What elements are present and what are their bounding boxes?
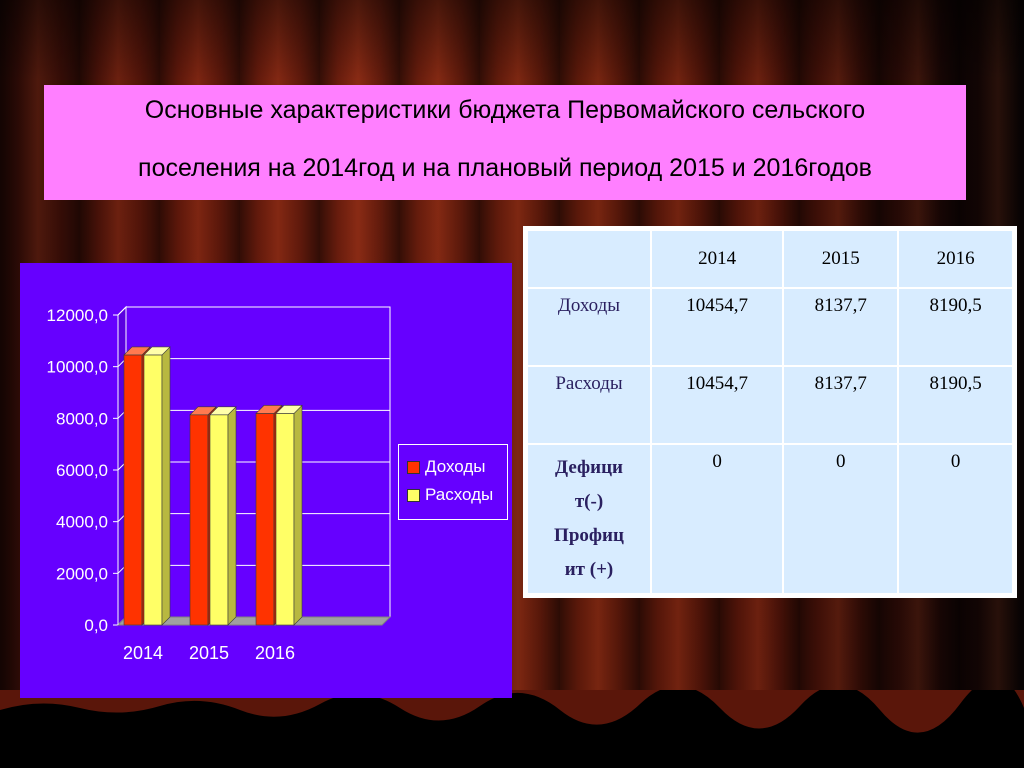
row-label-expenses: Расходы [526, 365, 652, 445]
bar-income-2016 [255, 413, 275, 626]
y-tick-label: 4000,0 [56, 513, 108, 532]
table-cell: 10454,7 [649, 287, 785, 367]
table-cell: 0 [897, 443, 1014, 595]
row-label-income: Доходы [526, 287, 652, 367]
bar-income-2014 [123, 354, 143, 626]
bar-side [161, 346, 171, 626]
x-tick-label: 2016 [255, 643, 295, 663]
table-header-2016: 2016 [897, 229, 1014, 289]
y-tick-label: 12000,0 [47, 306, 108, 325]
chart-gridline [117, 306, 390, 316]
bar-expenses-2015 [209, 414, 229, 626]
legend-swatch-income [407, 460, 420, 474]
bar-top [255, 405, 283, 414]
legend-item-expenses: Расходы [407, 481, 507, 509]
title-line-2: поселения на 2014год и на плановый перио… [138, 154, 872, 182]
bar-expenses-2016 [275, 413, 295, 626]
x-tick-label: 2014 [123, 643, 163, 663]
bar-top [275, 405, 303, 414]
y-tick-label: 8000,0 [56, 409, 108, 428]
table-header-2014: 2014 [649, 229, 785, 289]
row-label-deficit: Дефици т(-) Профиц ит (+) [526, 443, 652, 595]
title-box: Основные характеристики бюджета Первомай… [44, 85, 966, 200]
budget-table: 2014 2015 2016 Доходы 10454,7 8137,7 819… [523, 226, 1017, 598]
bar-side [293, 404, 303, 626]
y-tick-label: 2000,0 [56, 564, 108, 583]
chart-canvas: 0,0 2000,0 4000,0 6000,0 8000,0 10000,0 12000,… [47, 305, 392, 663]
bar-top [189, 406, 217, 416]
curtain-top-shade [0, 0, 1024, 80]
bar-income-2015 [189, 414, 209, 626]
table-cell: 0 [649, 443, 785, 595]
table-cell: 8190,5 [897, 365, 1014, 445]
deficit-label-line-3: Профиц [554, 525, 624, 546]
x-tick-label: 2015 [189, 643, 229, 663]
chart-legend: Доходы Расходы [398, 444, 508, 520]
bar-top [209, 406, 237, 416]
table-cell: 8137,7 [782, 287, 900, 367]
table-cell: 8190,5 [897, 287, 1014, 367]
title-line-1: Основные характеристики бюджета Первомай… [144, 96, 866, 124]
bar-top [123, 346, 151, 356]
deficit-label-line-1: Дефици [555, 457, 623, 478]
legend-swatch-expenses [407, 488, 420, 502]
bar-side [227, 406, 237, 626]
table-cell: 10454,7 [649, 365, 785, 445]
deficit-label-line-2: т(-) [574, 491, 604, 512]
table-cell: 0 [782, 443, 900, 595]
bar-expenses-2014 [143, 354, 163, 626]
legend-item-income: Доходы [407, 453, 507, 481]
bar-top [143, 346, 171, 356]
legend-label-expenses: Расходы [425, 485, 494, 504]
table-header-empty [526, 229, 652, 289]
legend-label-income: Доходы [425, 457, 486, 476]
table-row-income: Доходы 10454,7 8137,7 8190,5 [526, 287, 1014, 367]
table-header-row: 2014 2015 2016 [526, 229, 1014, 289]
y-tick-label: 10000,0 [47, 358, 108, 377]
table-row-expenses: Расходы 10454,7 8137,7 8190,5 [526, 365, 1014, 445]
deficit-label-line-4: ит (+) [564, 559, 614, 580]
budget-chart: 0,0 2000,0 4000,0 6000,0 8000,0 10000,0 12000,… [20, 263, 512, 698]
table-row-deficit: Дефици т(-) Профиц ит (+) 0 0 0 [526, 443, 1014, 595]
table-cell: 8137,7 [782, 365, 900, 445]
y-tick-label: 0,0 [84, 616, 108, 635]
curtain-bottom-drape [0, 690, 1024, 768]
table-header-2015: 2015 [782, 229, 900, 289]
y-tick-label: 6000,0 [56, 461, 108, 480]
